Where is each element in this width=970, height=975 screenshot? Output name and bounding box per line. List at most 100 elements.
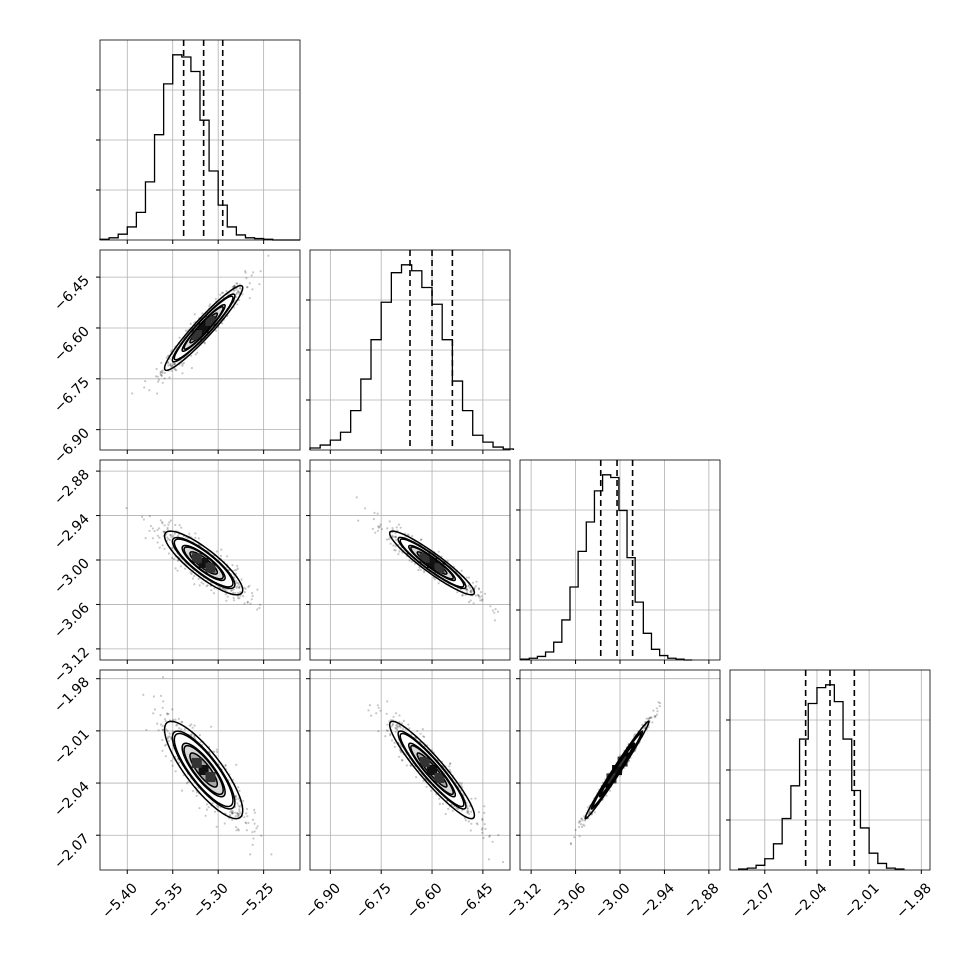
sample-point	[407, 723, 410, 726]
sample-point	[224, 765, 227, 768]
x-tick-label-2-4: −2.88	[681, 880, 723, 922]
sample-point	[395, 723, 398, 726]
sample-point	[248, 584, 251, 587]
sample-point	[253, 811, 256, 814]
sample-point	[474, 797, 477, 800]
sample-point	[170, 365, 173, 368]
hist-frame-1	[309, 249, 511, 451]
density-core-2	[191, 757, 202, 768]
sample-point	[398, 550, 401, 553]
sample-point	[143, 386, 146, 389]
sample-point	[222, 587, 225, 590]
x-tick-label-2-0: −3.12	[503, 880, 545, 922]
sample-point	[165, 728, 168, 731]
sample-point	[160, 374, 163, 378]
sample-point	[242, 799, 245, 803]
sample-point	[219, 293, 222, 296]
contour-line-0	[163, 720, 244, 820]
sample-point	[235, 282, 238, 285]
sample-point	[246, 815, 249, 818]
density-core-0	[427, 557, 438, 568]
sample-point	[157, 380, 160, 383]
sample-point	[215, 825, 218, 828]
sample-point	[164, 720, 167, 723]
sample-point	[466, 809, 469, 813]
sample-point	[158, 546, 161, 549]
sample-point	[233, 599, 236, 602]
sample-point	[164, 755, 167, 758]
contour-line-1	[173, 732, 234, 808]
sample-point	[238, 299, 241, 302]
sample-point	[484, 592, 487, 595]
sample-point	[584, 819, 587, 822]
sample-point	[161, 749, 164, 752]
sample-point	[144, 537, 147, 540]
x-tick-label-3-3: −1.98	[893, 880, 935, 922]
sample-point	[168, 376, 171, 379]
sample-point	[483, 805, 486, 808]
histogram-panel-1	[306, 249, 515, 454]
sample-point	[581, 819, 584, 822]
sample-point	[168, 735, 172, 738]
sample-point	[579, 823, 583, 826]
sample-point	[162, 530, 165, 533]
sample-point	[395, 728, 399, 731]
sample-point	[377, 730, 380, 733]
sample-point	[473, 586, 476, 589]
sample-point	[156, 528, 159, 532]
contour-line-0	[163, 530, 244, 596]
y-tick-label-3-1: −2.04	[51, 778, 93, 820]
sample-point	[236, 303, 239, 306]
sample-point	[166, 361, 170, 364]
density-core-0	[198, 765, 209, 775]
density-core-1	[617, 756, 628, 767]
sample-point	[152, 695, 155, 698]
sample-point	[243, 602, 246, 605]
contour-line-2	[183, 744, 224, 796]
y-tick-label-2-4: −2.88	[51, 467, 93, 509]
sample-point	[183, 567, 187, 570]
sample-point	[177, 717, 180, 721]
sample-point	[232, 289, 235, 292]
density-blocks-3-1	[388, 720, 476, 820]
sample-point	[237, 815, 240, 818]
sample-point	[191, 577, 194, 580]
sample-point	[444, 812, 447, 816]
sample-point	[237, 829, 240, 832]
sample-point	[174, 363, 177, 366]
sample-point	[372, 518, 375, 521]
sample-point	[167, 538, 170, 541]
sample-point	[193, 724, 196, 727]
sample-point	[480, 595, 483, 598]
density-core-2	[419, 552, 430, 563]
histogram-step-0	[99, 54, 300, 241]
sample-point	[461, 809, 464, 812]
contour-line-0	[163, 284, 244, 372]
sample-point	[193, 735, 196, 738]
sample-point	[178, 761, 181, 764]
sample-point	[210, 589, 213, 592]
histogram-step-1	[309, 264, 515, 450]
sample-point	[215, 329, 218, 332]
sample-point	[224, 763, 227, 767]
sample-point	[173, 362, 176, 365]
sample-point	[180, 526, 183, 529]
sample-point	[474, 594, 477, 597]
sample-point	[376, 512, 379, 515]
contour-line-0	[584, 720, 650, 820]
sample-point	[480, 828, 484, 831]
sample-point	[235, 829, 238, 832]
sample-point	[250, 274, 253, 277]
sample-point	[212, 592, 216, 595]
sample-point	[484, 827, 487, 831]
density-blocks-3-2	[584, 720, 650, 820]
sample-point	[175, 724, 178, 727]
sample-point	[395, 526, 398, 529]
sample-point	[247, 585, 250, 589]
sample-point	[375, 712, 378, 715]
sample-point	[234, 815, 237, 818]
sample-point	[163, 371, 166, 375]
sample-point	[159, 371, 162, 375]
contour-line-1	[173, 538, 234, 588]
y-tick-label-2-3: −2.94	[51, 511, 93, 553]
